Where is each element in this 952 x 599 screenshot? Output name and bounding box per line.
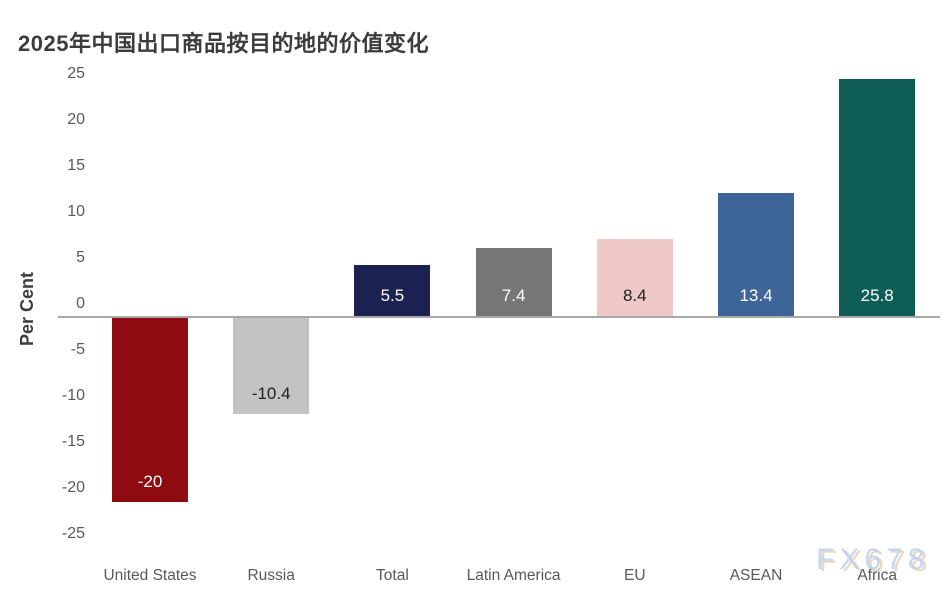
bar	[354, 265, 431, 316]
x-category-label: United States	[103, 567, 197, 584]
bar-value-label: 8.4	[622, 286, 647, 305]
bar	[596, 238, 673, 316]
x-category-label: Latin America	[466, 567, 561, 584]
bar	[475, 247, 552, 316]
y-tick-label: 0	[76, 295, 85, 312]
x-category-label: Russia	[247, 567, 295, 584]
x-category-label: Africa	[857, 567, 897, 584]
bar	[112, 318, 188, 502]
y-tick-label: 20	[67, 111, 85, 128]
y-tick-label: 25	[67, 65, 85, 82]
bar-value-label: 5.5	[380, 286, 405, 305]
bar-value-label: 7.4	[501, 286, 526, 305]
y-tick-label: 5	[76, 249, 85, 266]
zero-baseline	[58, 316, 940, 318]
bar	[839, 78, 916, 316]
bar-value-label: -10.4	[251, 383, 291, 403]
x-category-label: ASEAN	[729, 567, 783, 584]
y-tick-label: -5	[70, 341, 85, 358]
bar	[233, 318, 310, 414]
bar-value-label: 13.4	[739, 286, 773, 305]
bar	[718, 192, 794, 316]
bar-value-label: -20	[137, 472, 163, 491]
y-axis-title: Per Cent	[17, 271, 37, 347]
y-tick-label: -15	[61, 433, 85, 450]
chart-title: 2025年中国出口商品按目的地的价值变化	[18, 31, 429, 56]
y-tick-label: 15	[67, 157, 85, 174]
y-tick-label: -20	[61, 479, 85, 496]
watermark: FX678	[816, 543, 930, 576]
y-tick-label: -25	[61, 525, 85, 542]
bar-value-label: 25.8	[860, 286, 894, 305]
x-category-label: Total	[376, 567, 409, 584]
y-tick-label: -10	[61, 387, 85, 404]
y-tick-label: 10	[67, 203, 85, 220]
x-category-label: EU	[624, 567, 646, 584]
